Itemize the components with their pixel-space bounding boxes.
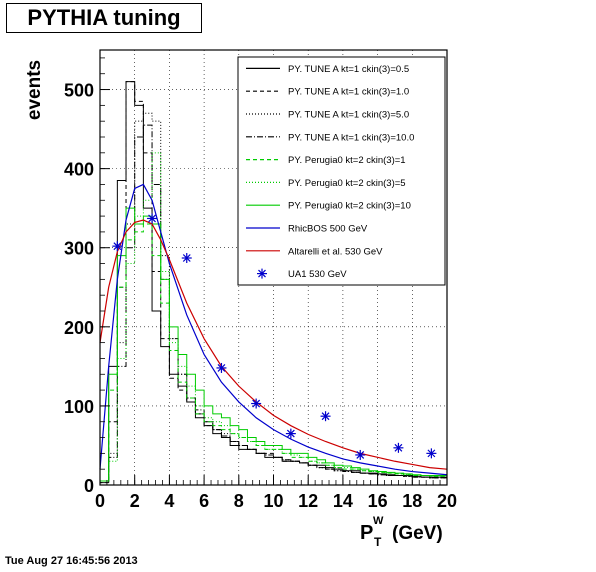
x-tick-label: 20 xyxy=(437,491,457,511)
ua1-data-point xyxy=(285,428,296,439)
curve-series-8 xyxy=(99,219,448,470)
x-tick-label: 18 xyxy=(402,491,422,511)
ua1-data-point xyxy=(181,253,192,264)
legend-label: PY. Perugia0 kt=2 ckin(3)=5 xyxy=(288,178,406,189)
ua1-data-point xyxy=(320,411,331,422)
y-axis-label: events xyxy=(24,60,45,120)
ua1-data-point xyxy=(393,442,404,453)
chart-title: PYTHIA tuning xyxy=(27,5,181,30)
ua1-star-stroke xyxy=(286,429,295,438)
legend-box xyxy=(237,56,446,286)
timestamp: Tue Aug 27 16:45:56 2013 xyxy=(5,555,138,567)
y-tick-label: 400 xyxy=(64,160,94,180)
ua1-star-stroke xyxy=(321,412,330,421)
x-tick-label: 10 xyxy=(263,491,283,511)
ua1-star-stroke xyxy=(252,399,261,408)
ua1-data-point xyxy=(426,448,437,459)
ua1-data-point xyxy=(216,362,227,373)
x-tick-label: 8 xyxy=(234,491,244,511)
ua1-star-stroke xyxy=(427,449,436,458)
y-tick-label: 500 xyxy=(64,81,94,101)
ua1-data-point xyxy=(147,213,158,224)
legend-label: PY. TUNE A kt=1 ckin(3)=10.0 xyxy=(288,132,414,143)
legend-label: PY. TUNE A kt=1 ckin(3)=5.0 xyxy=(288,110,409,121)
legend-label: PY. Perugia0 kt=2 ckin(3)=1 xyxy=(288,155,406,166)
x-tick-label: 4 xyxy=(164,491,174,511)
y-tick-label: 100 xyxy=(64,397,94,417)
histogram-series-0 xyxy=(99,81,447,485)
x-tick-label: 6 xyxy=(199,491,209,511)
ua1-star-stroke xyxy=(217,364,226,372)
x-axis-label-main: P xyxy=(360,522,373,544)
x-tick-label: 16 xyxy=(368,491,388,511)
x-tick-label: 14 xyxy=(333,491,353,511)
ua1-star-stroke xyxy=(148,214,156,223)
x-tick-label: 2 xyxy=(130,491,140,511)
legend-label: Altarelli et al. 530 GeV xyxy=(288,246,383,257)
curve-series-7 xyxy=(99,183,448,476)
ua1-star-stroke xyxy=(258,269,266,278)
ua1-star-stroke xyxy=(113,242,122,251)
legend-label: UA1 530 GeV xyxy=(288,269,347,280)
x-axis-label-unit: (GeV) xyxy=(392,523,443,544)
legend-label: PY. TUNE A kt=1 ckin(3)=0.5 xyxy=(288,64,409,75)
ua1-star-stroke xyxy=(182,254,191,262)
legend-label: PY. Perugia0 kt=2 ckin(3)=10 xyxy=(288,201,411,212)
title-box: PYTHIA tuning xyxy=(6,3,202,33)
ua1-star-stroke xyxy=(394,443,403,452)
x-axis-label: P W T (GeV) xyxy=(360,515,443,549)
ua1-star-stroke xyxy=(356,451,365,459)
x-axis-label-sub: T xyxy=(374,535,382,549)
legend: PY. TUNE A kt=1 ckin(3)=0.5 PY. TUNE A kt… xyxy=(237,56,446,286)
x-tick-label: 12 xyxy=(298,491,318,511)
legend-label: PY. TUNE A kt=1 ckin(3)=1.0 xyxy=(288,87,409,98)
ua1-data-point xyxy=(251,398,262,409)
y-tick-label: 300 xyxy=(64,239,94,259)
ua1-data-point xyxy=(355,449,366,460)
y-tick-label: 0 xyxy=(84,476,94,496)
legend-label: RhicBOS 500 GeV xyxy=(288,224,368,235)
x-tick-label: 0 xyxy=(95,491,105,511)
ua1-data-point xyxy=(112,241,123,252)
legend-marker xyxy=(257,268,267,279)
x-axis-label-sup: W xyxy=(373,515,384,527)
series-layer xyxy=(99,81,448,485)
y-tick-label: 200 xyxy=(64,318,94,338)
